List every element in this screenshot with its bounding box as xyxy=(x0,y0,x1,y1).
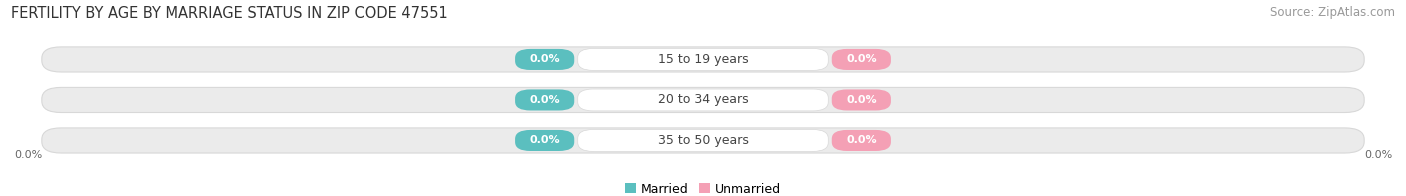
Text: 15 to 19 years: 15 to 19 years xyxy=(658,53,748,66)
FancyBboxPatch shape xyxy=(515,130,574,151)
Text: 0.0%: 0.0% xyxy=(529,95,560,105)
Text: 0.0%: 0.0% xyxy=(529,54,560,64)
FancyBboxPatch shape xyxy=(42,47,1364,72)
FancyBboxPatch shape xyxy=(832,49,891,70)
FancyBboxPatch shape xyxy=(578,130,828,151)
Text: 0.0%: 0.0% xyxy=(846,135,877,145)
FancyBboxPatch shape xyxy=(578,89,828,111)
Text: 20 to 34 years: 20 to 34 years xyxy=(658,93,748,106)
Text: 0.0%: 0.0% xyxy=(1364,150,1392,160)
Text: 0.0%: 0.0% xyxy=(529,135,560,145)
FancyBboxPatch shape xyxy=(42,128,1364,153)
FancyBboxPatch shape xyxy=(578,49,828,70)
FancyBboxPatch shape xyxy=(515,49,574,70)
FancyBboxPatch shape xyxy=(42,87,1364,113)
FancyBboxPatch shape xyxy=(515,89,574,111)
Text: 0.0%: 0.0% xyxy=(846,95,877,105)
Text: 0.0%: 0.0% xyxy=(846,54,877,64)
Text: 0.0%: 0.0% xyxy=(14,150,42,160)
Text: Source: ZipAtlas.com: Source: ZipAtlas.com xyxy=(1270,6,1395,19)
FancyBboxPatch shape xyxy=(832,130,891,151)
Legend: Married, Unmarried: Married, Unmarried xyxy=(620,178,786,196)
Text: FERTILITY BY AGE BY MARRIAGE STATUS IN ZIP CODE 47551: FERTILITY BY AGE BY MARRIAGE STATUS IN Z… xyxy=(11,6,449,21)
FancyBboxPatch shape xyxy=(832,89,891,111)
Text: 35 to 50 years: 35 to 50 years xyxy=(658,134,748,147)
